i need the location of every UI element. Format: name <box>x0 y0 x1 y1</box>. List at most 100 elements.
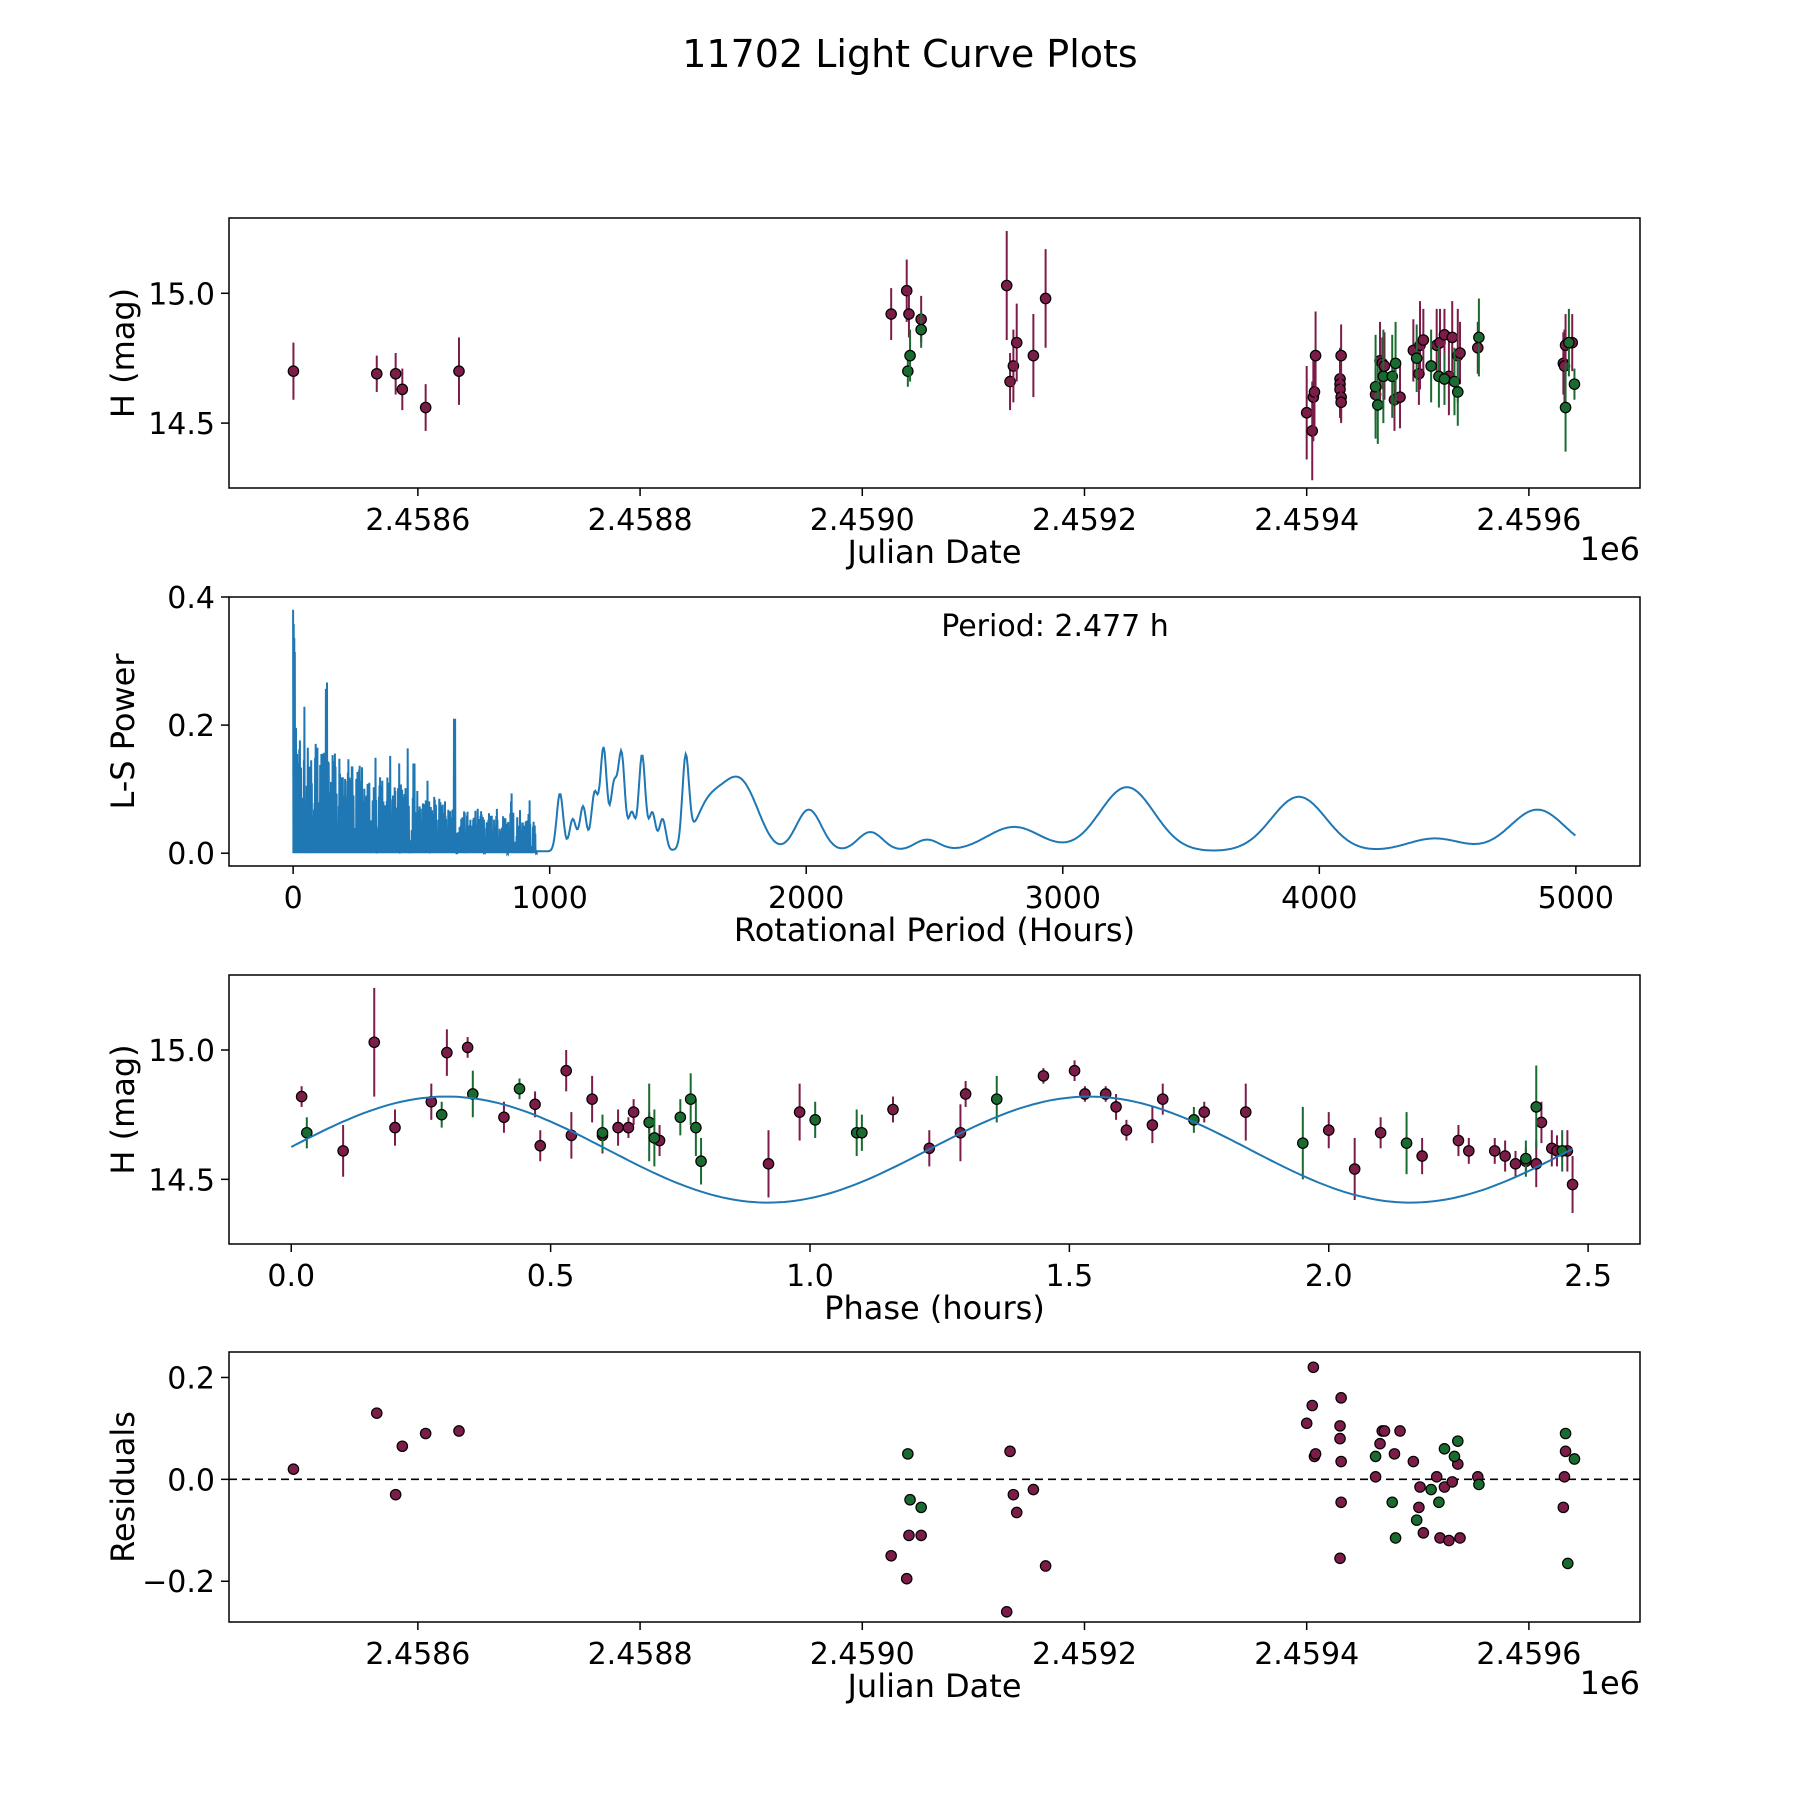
data-point <box>461 1041 474 1054</box>
data-point <box>1454 1532 1466 1544</box>
x-tick-label: 2.4590 <box>810 1637 915 1672</box>
x-tick-label: 1000 <box>512 881 588 916</box>
data-point <box>287 1463 300 1475</box>
data-point <box>1348 1163 1361 1175</box>
data-point <box>453 365 465 377</box>
data-point <box>1010 336 1023 349</box>
y-axis-label: H (mag) <box>104 288 142 418</box>
data-point <box>287 365 300 377</box>
data-point <box>560 1064 572 1077</box>
data-point <box>648 1132 661 1144</box>
data-point <box>1309 1448 1322 1460</box>
data-point <box>903 1529 915 1542</box>
data-point <box>900 1572 913 1585</box>
y-tick-label: 15.0 <box>148 277 215 312</box>
periodogram-axes: 0 1000 2000 3000 4000 5000 0.0 0.2 0.4 Rotational… <box>104 581 1641 949</box>
data-point <box>1535 1116 1548 1129</box>
data-point <box>1388 1448 1401 1460</box>
data-point <box>534 1139 547 1152</box>
data-point <box>1410 1514 1423 1526</box>
lightcurve-axes: 2.4586 2.4588 2.4590 2.4592 2.4594 2.4596 14.5… <box>104 217 1641 571</box>
data-point <box>370 367 383 380</box>
y-axis-label: Residuals <box>104 1411 142 1563</box>
data-point <box>1300 1417 1313 1430</box>
data-point <box>1559 1445 1572 1458</box>
data-point <box>1499 1150 1511 1162</box>
data-point <box>389 1121 401 1134</box>
data-point <box>887 1103 899 1116</box>
data-point <box>915 1529 927 1542</box>
data-point <box>1558 1471 1571 1483</box>
data-point <box>1438 373 1451 385</box>
data-point <box>1000 1606 1013 1618</box>
axes-frame <box>228 596 1641 867</box>
data-point <box>1471 342 1484 354</box>
data-point <box>915 1501 927 1514</box>
data-point <box>1559 1427 1572 1440</box>
y-tick-label: 0.2 <box>167 709 215 744</box>
data-point <box>1198 1106 1211 1118</box>
data-point <box>396 1440 409 1453</box>
data-point <box>1004 1445 1016 1458</box>
y-tick-label: 15.0 <box>148 1034 215 1069</box>
x-tick-label: 2.4592 <box>1032 1637 1137 1672</box>
data-point <box>1007 1488 1020 1501</box>
data-point <box>1430 1471 1443 1483</box>
data-point <box>1334 1432 1346 1445</box>
data-point <box>1156 1093 1169 1105</box>
x-tick-label: 2.4592 <box>1032 503 1137 538</box>
x-tick-label: 5000 <box>1538 881 1614 916</box>
data-point <box>1239 1106 1252 1118</box>
data-point <box>1335 1496 1347 1509</box>
data-point <box>529 1098 541 1111</box>
data-point <box>396 383 409 396</box>
data-point <box>1559 401 1572 414</box>
data-point <box>1433 1496 1445 1509</box>
x-tick-label: 2.4596 <box>1476 1637 1581 1672</box>
data-point <box>1308 386 1321 398</box>
data-point <box>1335 349 1347 362</box>
data-point <box>627 1106 640 1118</box>
x-tick-label: 2.4590 <box>810 503 915 538</box>
x-tick-label: 1.5 <box>1046 1259 1094 1294</box>
data-point <box>1473 1478 1485 1491</box>
x-tick-label: 2.4594 <box>1254 1637 1359 1672</box>
data-point <box>1451 386 1464 398</box>
x-tick-label: 2000 <box>768 881 844 916</box>
data-point <box>1563 336 1575 349</box>
data-point <box>1335 1455 1347 1468</box>
data-point <box>1039 1560 1052 1572</box>
y-tick-label: −0.2 <box>142 1565 215 1600</box>
y-tick-label: 14.5 <box>148 1163 215 1198</box>
data-point <box>643 1116 655 1129</box>
axes-frame <box>228 217 1641 489</box>
data-point <box>1425 1483 1437 1496</box>
data-point <box>1451 1435 1464 1447</box>
x-tick-label: 2.4596 <box>1476 503 1581 538</box>
data-point <box>1389 1532 1402 1544</box>
data-point <box>622 1121 635 1134</box>
data-point <box>1413 1501 1425 1514</box>
data-point <box>453 1425 465 1437</box>
data-point <box>1369 1450 1382 1463</box>
series-alt_observed <box>301 1065 1568 1185</box>
x-tick-label: 0.0 <box>267 1259 315 1294</box>
phased-lightcurve-axes: 0.0 0.5 1.0 1.5 2.0 2.5 14.5 15.0 Phase (hours) H… <box>104 974 1641 1327</box>
data-point <box>1374 1437 1386 1450</box>
data-point <box>1417 1527 1430 1539</box>
data-point <box>1306 1399 1319 1412</box>
data-point <box>1394 1425 1406 1437</box>
data-point <box>1414 1481 1426 1493</box>
data-point <box>856 1126 868 1139</box>
data-point <box>903 308 915 320</box>
period-annotation: Period: 2.477 h <box>941 609 1169 644</box>
data-point <box>1037 1070 1050 1082</box>
data-point <box>1335 396 1347 409</box>
data-point <box>1374 1126 1387 1139</box>
y-tick-label: 0.4 <box>167 581 215 616</box>
data-point <box>389 1488 402 1501</box>
y-tick-label: 0.0 <box>167 837 215 872</box>
data-point <box>1369 1471 1382 1483</box>
x-axis-label: Julian Date <box>845 1667 1021 1705</box>
data-point <box>793 1106 806 1118</box>
